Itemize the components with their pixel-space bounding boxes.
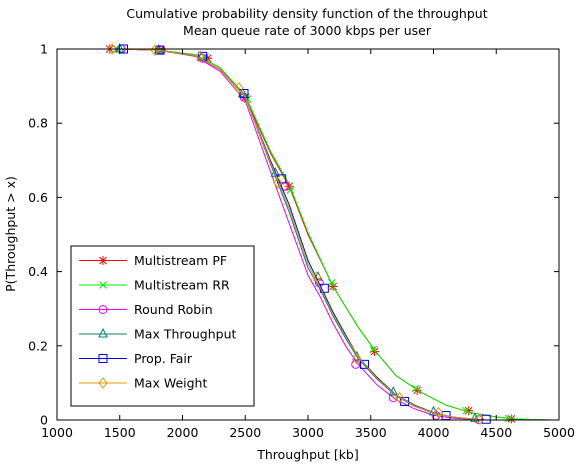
legend-entry: Round Robin — [79, 302, 213, 317]
diamond-marker — [312, 271, 322, 283]
diamond-marker — [150, 44, 160, 56]
x-tick-label: 5000 — [543, 425, 575, 440]
x-tick-label: 2500 — [229, 425, 261, 440]
x-tick-label: 1000 — [41, 425, 73, 440]
y-axis-label: P(Throughput > x) — [3, 176, 18, 292]
legend-entry: Prop. Fair — [79, 351, 193, 366]
legend-label: Prop. Fair — [134, 351, 193, 366]
legend-label: Multistream PF — [134, 253, 227, 268]
triangle-marker — [270, 167, 281, 177]
legend-label: Max Weight — [134, 376, 207, 391]
x-marker — [286, 186, 295, 194]
x-axis-label: Throughput [kb] — [256, 447, 359, 462]
star-marker — [203, 53, 213, 63]
y-tick-label: 1 — [40, 42, 48, 57]
x-tick-label: 1500 — [104, 425, 136, 440]
series-line — [107, 48, 484, 421]
diamond-marker — [433, 406, 444, 419]
legend-label: Round Robin — [134, 302, 213, 317]
axis-ticks: 1000 1500 2000 2500 3000 3500 4000 4500 5000 0 0.2… — [28, 42, 575, 441]
x-marker — [462, 406, 470, 415]
legend-label: Max Throughput — [134, 327, 237, 342]
y-tick-label: 0 — [40, 413, 48, 428]
diamond-marker — [234, 82, 244, 94]
diamond-marker — [195, 50, 205, 63]
x-marker — [99, 281, 107, 289]
diamond-marker — [394, 391, 405, 404]
star-marker — [98, 256, 108, 265]
x-tick-label: 4500 — [480, 425, 512, 440]
diamond-marker — [107, 43, 117, 55]
x-marker — [327, 278, 336, 287]
series-layer — [105, 42, 553, 426]
y-tick-label: 0.6 — [28, 190, 48, 205]
legend: Multistream PF Multistream RR Round Robin M… — [70, 245, 255, 407]
diamond-marker — [98, 377, 108, 389]
square-marker — [481, 414, 491, 424]
x-tick-label: 4000 — [418, 425, 450, 440]
x-tick-label: 2000 — [167, 425, 199, 440]
x-tick-label: 3000 — [292, 425, 324, 440]
chart-title-line-1: Cumulative probability density function … — [126, 6, 487, 21]
triangle-marker — [98, 327, 108, 338]
legend-entry: Multistream PF — [79, 253, 227, 268]
legend-label: Multistream RR — [134, 278, 230, 293]
square-marker — [198, 51, 208, 61]
legend-entry: Multistream RR — [79, 278, 230, 293]
chart-title-line-2: Mean queue rate of 3000 kbps per user — [183, 23, 432, 38]
x-marker — [504, 414, 513, 423]
series-max-weight — [107, 43, 485, 426]
square-marker — [98, 354, 108, 363]
circle-marker — [98, 305, 108, 314]
square-marker — [239, 89, 249, 99]
y-tick-label: 0.2 — [28, 338, 48, 353]
diamond-marker — [273, 176, 283, 189]
x-tick-label: 3500 — [355, 425, 387, 440]
diamond-marker — [475, 413, 485, 426]
diamond-marker — [352, 352, 362, 365]
square-marker — [359, 359, 369, 369]
legend-entry: Max Weight — [79, 376, 207, 391]
y-tick-label: 0.8 — [28, 116, 48, 131]
legend-entry: Max Throughput — [79, 327, 237, 342]
x-marker — [412, 384, 420, 393]
y-tick-label: 0.4 — [28, 264, 48, 279]
star-marker — [464, 406, 474, 416]
x-marker — [369, 345, 378, 354]
